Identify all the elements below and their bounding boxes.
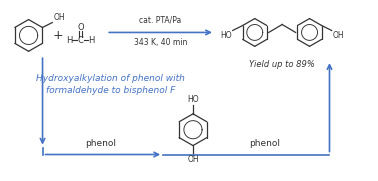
Text: H: H <box>66 36 73 45</box>
Text: 343 K, 40 min: 343 K, 40 min <box>134 38 187 47</box>
Text: H: H <box>88 36 94 45</box>
Text: HO: HO <box>187 95 199 104</box>
Text: formaldehyde to bisphenol F: formaldehyde to bisphenol F <box>46 85 175 94</box>
Text: C: C <box>77 36 83 45</box>
Text: phenol: phenol <box>85 139 116 148</box>
Text: OH: OH <box>333 31 344 41</box>
Text: OH: OH <box>53 12 65 22</box>
Text: OH: OH <box>187 155 199 165</box>
Text: HO: HO <box>220 31 232 41</box>
Text: Hydroxyalkylation of phenol with: Hydroxyalkylation of phenol with <box>36 74 185 83</box>
Text: Yield up to 89%: Yield up to 89% <box>249 60 314 69</box>
Text: O: O <box>77 23 84 32</box>
Text: +: + <box>52 29 63 42</box>
Text: phenol: phenol <box>249 139 280 148</box>
Text: cat. PTA/Pa: cat. PTA/Pa <box>139 16 182 24</box>
